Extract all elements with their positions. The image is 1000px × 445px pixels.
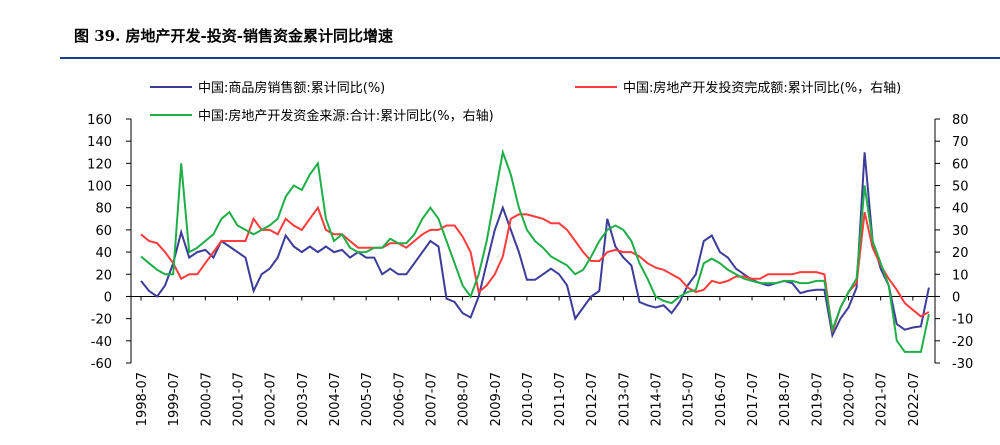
- series-line: [140, 205, 930, 333]
- y-tick-label: -40: [91, 335, 112, 350]
- x-tick-label: 2017-07: [746, 372, 761, 426]
- x-tick-label: 2008-07: [457, 372, 472, 426]
- y2-tick-label: 0: [952, 290, 960, 305]
- x-tick-label: 2016-07: [714, 372, 729, 426]
- y2-tick-label: 40: [952, 202, 969, 217]
- x-tick-label: 2011-07: [553, 372, 568, 426]
- x-tick-label: 2018-07: [778, 372, 793, 426]
- y-tick-label: 140: [87, 135, 112, 150]
- x-tick-label: 2007-07: [424, 372, 439, 426]
- x-tick-label: 1998-07: [135, 372, 150, 426]
- x-tick-label: 2001-07: [231, 372, 246, 426]
- y2-tick-label: -30: [952, 357, 973, 372]
- y2-tick-label: 60: [952, 157, 969, 172]
- y2-tick-label: 10: [952, 268, 969, 283]
- x-tick-label: 2021-07: [875, 372, 890, 426]
- x-tick-label: 2009-07: [489, 372, 504, 426]
- x-tick-label: 2006-07: [392, 372, 407, 426]
- y-tick-label: 80: [95, 202, 112, 217]
- y2-tick-label: 50: [952, 180, 969, 195]
- legend-label: 中国:房地产开发投资完成额:累计同比(%，右轴): [623, 80, 901, 96]
- y-tick-label: 0: [104, 290, 112, 305]
- x-tick-label: 2004-07: [328, 372, 343, 426]
- y2-tick-label: -10: [952, 313, 973, 328]
- x-tick-label: 2012-07: [585, 372, 600, 426]
- y-tick-label: -60: [91, 357, 112, 372]
- y2-tick-label: 30: [952, 224, 969, 239]
- x-tick-label: 2010-07: [521, 372, 536, 426]
- chart-title: 图 39. 房地产开发-投资-销售资金累计同比增速: [74, 27, 393, 45]
- x-tick-label: 2015-07: [682, 372, 697, 426]
- y-tick-label: -20: [91, 313, 112, 328]
- series-line: [140, 148, 930, 353]
- x-tick-label: 2022-07: [907, 372, 922, 426]
- y-tick-label: 60: [95, 224, 112, 239]
- x-tick-label: 2013-07: [617, 372, 632, 426]
- y2-tick-label: 80: [952, 113, 969, 128]
- legend-label: 中国:房地产开发资金来源:合计:累计同比(%，右轴): [198, 108, 494, 124]
- y2-tick-label: -20: [952, 335, 973, 350]
- series-line: [140, 152, 930, 339]
- y-tick-label: 100: [87, 180, 112, 195]
- x-tick-label: 2014-07: [650, 372, 665, 426]
- legend-label: 中国:商品房销售额:累计同比(%): [198, 80, 385, 96]
- x-tick-label: 2002-07: [264, 372, 279, 426]
- x-tick-label: 2020-07: [843, 372, 858, 426]
- y2-tick-label: 20: [952, 246, 969, 261]
- y2-tick-label: 70: [952, 135, 969, 150]
- y-tick-label: 20: [95, 268, 112, 283]
- x-tick-label: 1999-07: [167, 372, 182, 426]
- y-tick-label: 120: [87, 157, 112, 172]
- x-tick-label: 2003-07: [296, 372, 311, 426]
- x-tick-label: 2005-07: [360, 372, 375, 426]
- x-tick-label: 2019-07: [810, 372, 825, 426]
- y-tick-label: 160: [87, 113, 112, 128]
- x-tick-label: 2000-07: [199, 372, 214, 426]
- y-tick-label: 40: [95, 246, 112, 261]
